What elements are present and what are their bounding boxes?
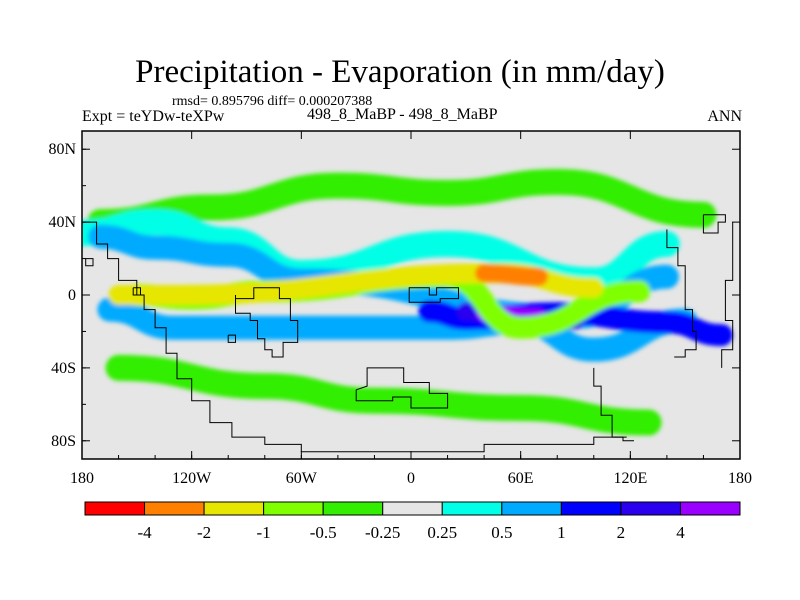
colorbar-label: 2 [617,523,626,542]
coastline-0 [82,221,627,453]
colorbar-label: 0.5 [491,523,512,542]
colorbar-swatch [501,501,562,516]
colorbar-swatch [84,501,146,516]
coastline-10 [227,334,236,343]
colorbar-swatch [441,501,503,516]
colorbar-label: -2 [197,523,211,542]
season-label: ANN [707,108,742,125]
colorbar-swatch [620,501,681,516]
y-tick-label: 80S [51,433,76,450]
field-band-10 [475,264,548,286]
coastline-9 [132,287,141,296]
coastline-7 [721,222,734,368]
colorbar-label: 1 [557,523,566,542]
coastline-3 [355,367,449,409]
colorbar-swatch [322,501,384,516]
coastline-5 [666,229,697,358]
x-tick-label: 180 [728,470,752,487]
y-axis: 80N 40N 0 40S 80S [48,141,740,450]
y-tick-label: 0 [68,287,76,304]
colorbar-label: -1 [257,523,271,542]
y-tick-label: 40S [51,360,76,377]
colorbar-swatch [560,501,622,516]
field-band-0 [87,169,717,236]
x-tick-label: 120W [172,470,212,487]
colorbar-swatch [382,501,443,516]
y-tick-label: 80N [48,141,76,158]
coastline-8 [85,258,94,267]
colorbar: -4 -2 -1 -0.5 -0.25 0.25 0.5 1 2 4 [84,501,741,542]
coastline-1 [235,287,299,358]
x-tick-label: 120E [613,470,647,487]
colorbar-swatch [203,501,265,516]
y-tick-label: 40N [48,214,76,231]
coastlines [82,214,734,453]
x-tick-label: 60E [508,470,534,487]
coastline-2 [408,287,459,303]
case-label: 498_8_MaBP - 498_8_MaBP [307,106,498,123]
colorbar-label: -4 [137,523,152,542]
x-axis: 180 120W 60W 0 60E 120E 180 [70,131,752,487]
coastline-4 [593,367,634,442]
colorbar-swatch [144,501,205,516]
x-tick-label: 60W [286,470,318,487]
x-tick-label: 180 [70,470,94,487]
colorbar-swatch [679,501,741,516]
colorbar-label: -0.25 [365,523,400,542]
colorbar-label: -0.5 [310,523,337,542]
colorbar-label: 0.25 [427,523,457,542]
coastline-6 [702,214,726,234]
colorbar-swatch [263,501,324,516]
chart-title: Precipitation - Evaporation (in mm/day) [135,54,665,90]
experiment-label: Expt = teYDw-teXPw [82,108,225,125]
x-tick-label: 0 [407,470,415,487]
colorbar-label: 4 [676,523,685,542]
stats-line: rmsd= 0.895796 diff= 0.000207388 [172,94,373,109]
